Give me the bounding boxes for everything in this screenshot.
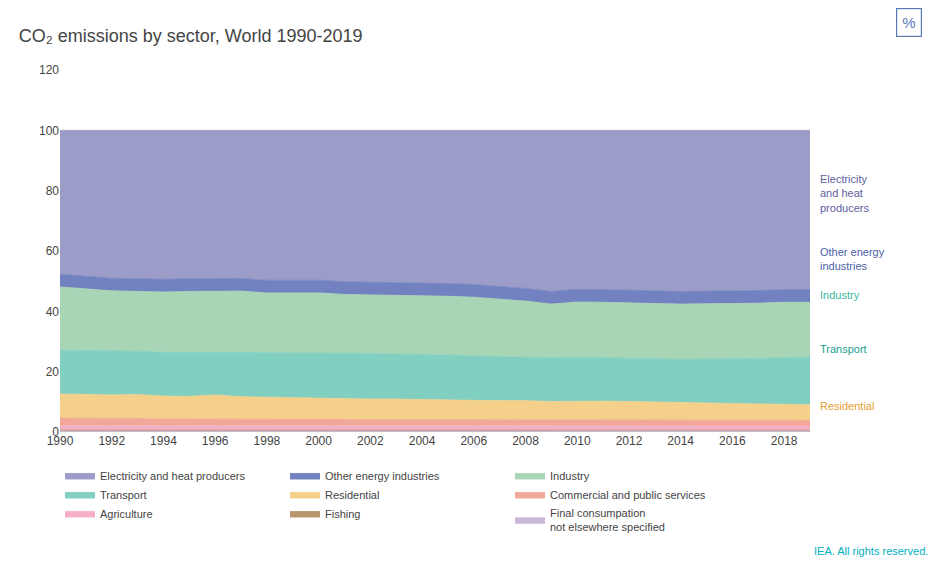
svg-text:CO₂ emissions by sector, World: CO₂ emissions by sector, World 1990-2019: [19, 26, 363, 46]
svg-text:2008: 2008: [512, 434, 539, 448]
svg-text:%: %: [902, 14, 915, 31]
svg-text:2014: 2014: [667, 434, 694, 448]
svg-text:40: 40: [46, 305, 60, 319]
svg-text:2002: 2002: [357, 434, 384, 448]
svg-text:Other energyindustries: Other energyindustries: [820, 246, 885, 272]
svg-text:2012: 2012: [616, 434, 643, 448]
svg-text:Fishing: Fishing: [325, 508, 360, 520]
svg-text:20: 20: [46, 365, 60, 379]
svg-text:2000: 2000: [305, 434, 332, 448]
svg-text:Commercial and public services: Commercial and public services: [550, 489, 706, 501]
svg-text:1992: 1992: [98, 434, 125, 448]
svg-text:Residential: Residential: [325, 489, 379, 501]
svg-text:2006: 2006: [460, 434, 487, 448]
svg-text:Industry: Industry: [820, 289, 860, 301]
svg-text:Industry: Industry: [550, 470, 590, 482]
svg-text:Agriculture: Agriculture: [100, 508, 153, 520]
svg-text:80: 80: [46, 184, 60, 198]
svg-text:2016: 2016: [719, 434, 746, 448]
svg-text:1994: 1994: [150, 434, 177, 448]
svg-text:2018: 2018: [771, 434, 798, 448]
svg-text:Electricityand heatproducers: Electricityand heatproducers: [820, 173, 869, 214]
svg-text:1998: 1998: [254, 434, 281, 448]
svg-text:100: 100: [39, 124, 59, 138]
svg-text:Transport: Transport: [820, 343, 867, 355]
svg-text:1996: 1996: [202, 434, 229, 448]
svg-text:Transport: Transport: [100, 489, 147, 501]
svg-text:0: 0: [52, 425, 59, 439]
svg-text:2010: 2010: [564, 434, 591, 448]
svg-text:Residential: Residential: [820, 400, 874, 412]
svg-text:Final consumpationnot elsewher: Final consumpationnot elsewhere specifie…: [550, 507, 665, 533]
svg-text:1990: 1990: [47, 434, 74, 448]
svg-text:60: 60: [46, 244, 60, 258]
svg-text:Electricity and heat producers: Electricity and heat producers: [100, 470, 245, 482]
svg-text:IEA. All rights reserved.: IEA. All rights reserved.: [814, 545, 928, 557]
svg-text:120: 120: [39, 63, 59, 77]
svg-text:Other energy industries: Other energy industries: [325, 470, 440, 482]
svg-text:2004: 2004: [409, 434, 436, 448]
